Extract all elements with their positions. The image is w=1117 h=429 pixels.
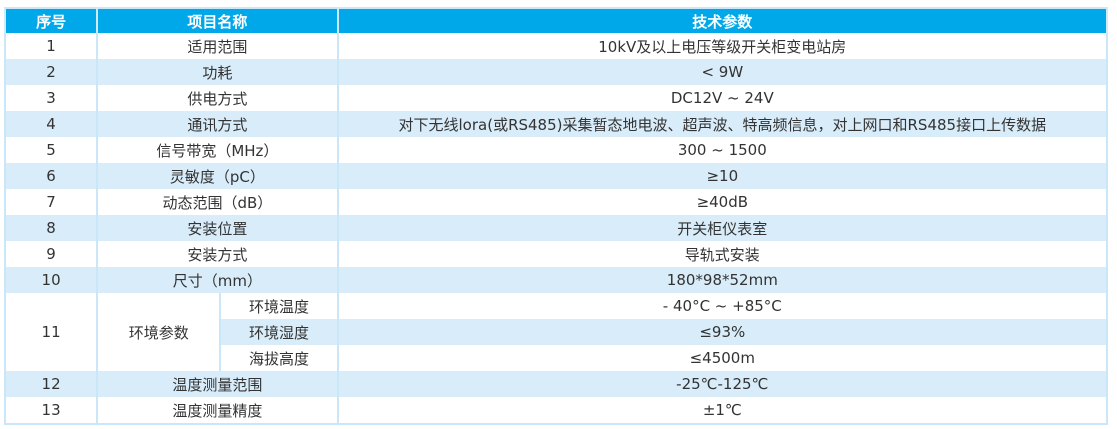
param-value-cell: 对下无线lora(或RS485)采集暂态地电波、超声波、特高频信息，对上网口和R… [336, 111, 1109, 137]
row-number-cell: 9 [3, 241, 99, 267]
param-value-cell: 180*98*52mm [336, 267, 1109, 293]
item-name-cell: 温度测量精度 [96, 397, 339, 424]
item-name-cell: 功耗 [96, 59, 339, 85]
param-value-cell: 300 ~ 1500 [336, 137, 1109, 163]
row-number-cell: 13 [3, 397, 99, 424]
param-value-cell: 10kV及以上电压等级开关柜变电站房 [336, 33, 1109, 59]
header-name: 项目名称 [96, 8, 339, 33]
param-value-cell: -25℃-125℃ [336, 371, 1109, 397]
table-row: 8 安装位置 开关柜仪表室 [3, 215, 1109, 241]
item-name-cell: 安装方式 [96, 241, 339, 267]
table-row: 7 动态范围（dB） ≥40dB [3, 189, 1109, 215]
table-row: 5 信号带宽（MHz） 300 ~ 1500 [3, 137, 1109, 163]
row-number-cell: 2 [3, 59, 99, 85]
param-value-cell: ±1℃ [336, 397, 1109, 424]
table-row: 10 尺寸（mm） 180*98*52mm [3, 267, 1109, 293]
row-number-cell: 1 [3, 33, 99, 59]
table-row: 4 通讯方式 对下无线lora(或RS485)采集暂态地电波、超声波、特高频信息… [3, 111, 1109, 137]
param-value-cell: ≥40dB [336, 189, 1109, 215]
param-value-cell: ≤93% [336, 319, 1109, 345]
row-number-cell: 6 [3, 163, 99, 189]
row-number-cell: 11 [3, 293, 99, 371]
param-value-cell: DC12V ~ 24V [336, 85, 1109, 111]
table-row: 1 适用范围 10kV及以上电压等级开关柜变电站房 [3, 33, 1109, 59]
table-row: 2 功耗 < 9W [3, 59, 1109, 85]
row-number-cell: 12 [3, 371, 99, 397]
item-name-cell: 灵敏度（pC） [96, 163, 339, 189]
technical-parameters-table: 序号 项目名称 技术参数 1 适用范围 10kV及以上电压等级开关柜变电站房 2… [3, 7, 1109, 425]
item-name-cell: 温度测量范围 [96, 371, 339, 397]
param-value-cell: ≤4500m [336, 345, 1109, 371]
table-row: 3 供电方式 DC12V ~ 24V [3, 85, 1109, 111]
sub-item-cell: 环境湿度 [219, 319, 339, 345]
row-number-cell: 4 [3, 111, 99, 137]
table-row: 12 温度测量范围 -25℃-125℃ [3, 371, 1109, 397]
sub-item-cell: 环境温度 [219, 293, 339, 319]
row-number-cell: 5 [3, 137, 99, 163]
item-name-cell: 信号带宽（MHz） [96, 137, 339, 163]
sub-item-cell: 海拔高度 [219, 345, 339, 371]
table-row-env-temperature: 11 环境参数 环境温度 - 40°C ~ +85°C [3, 293, 1109, 371]
table-row: 9 安装方式 导轨式安装 [3, 241, 1109, 267]
item-name-cell: 动态范围（dB） [96, 189, 339, 215]
table-row: 6 灵敏度（pC） ≥10 [3, 163, 1109, 189]
header-value: 技术参数 [336, 8, 1109, 33]
item-name-cell: 通讯方式 [96, 111, 339, 137]
param-value-cell: 导轨式安装 [336, 241, 1109, 267]
param-value-cell: - 40°C ~ +85°C [336, 293, 1109, 319]
row-number-cell: 8 [3, 215, 99, 241]
item-name-cell: 安装位置 [96, 215, 339, 241]
row-number-cell: 10 [3, 267, 99, 293]
item-name-cell: 供电方式 [96, 85, 339, 111]
item-name-cell: 尺寸（mm） [96, 267, 339, 293]
header-no: 序号 [3, 8, 99, 33]
param-value-cell: < 9W [336, 59, 1109, 85]
header-row: 序号 项目名称 技术参数 [3, 8, 1109, 33]
row-number-cell: 7 [3, 189, 99, 215]
param-value-cell: ≥10 [336, 163, 1109, 189]
item-name-cell: 环境参数 [96, 293, 222, 371]
item-name-cell: 适用范围 [96, 33, 339, 59]
table-row: 13 温度测量精度 ±1℃ [3, 397, 1109, 424]
row-number-cell: 3 [3, 85, 99, 111]
param-value-cell: 开关柜仪表室 [336, 215, 1109, 241]
